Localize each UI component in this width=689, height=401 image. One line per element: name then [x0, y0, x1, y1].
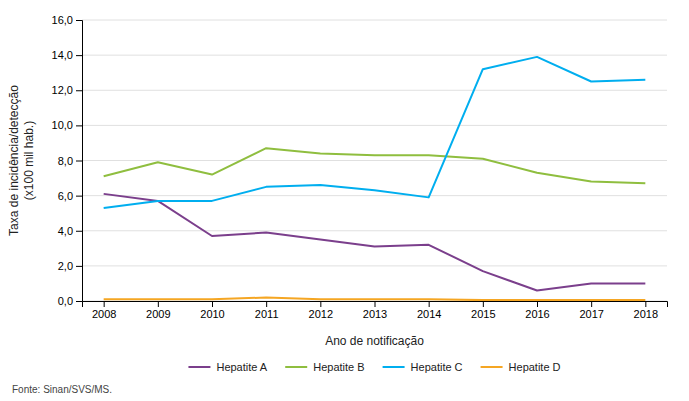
tick: 2016 — [525, 301, 549, 320]
series-lines — [104, 57, 646, 300]
tick: 16,0 — [52, 14, 82, 26]
tick-mark — [483, 301, 484, 307]
tick: 2010 — [200, 301, 224, 320]
legend-swatch — [285, 366, 307, 368]
tick-label: 2008 — [92, 308, 116, 320]
grid — [82, 20, 667, 301]
legend-label: Hepatite C — [411, 361, 463, 373]
tick-mark — [76, 196, 82, 197]
tick-label: 4,0 — [58, 225, 73, 237]
tick-mark — [591, 301, 592, 307]
tick-mark — [76, 266, 82, 267]
grid-line — [82, 20, 667, 21]
grid-line — [82, 55, 667, 56]
tick-mark — [76, 161, 82, 162]
tick-mark — [76, 125, 82, 126]
tick: 2009 — [146, 301, 170, 320]
tick: 6,0 — [58, 190, 82, 202]
tick: 2012 — [309, 301, 333, 320]
legend-entry: Hepatite D — [481, 361, 561, 373]
grid-line — [82, 90, 667, 91]
legend-swatch — [188, 366, 210, 368]
tick-label: 8,0 — [58, 155, 73, 167]
tick-mark — [429, 301, 430, 307]
chart: 2008 2009 2010 2011 2012 2013 2014 2015 2016 2017… — [0, 0, 689, 401]
series-line — [104, 194, 646, 291]
legend-entry: Hepatite B — [285, 361, 364, 373]
grid-line — [82, 195, 667, 196]
x-axis-title: Ano de notificação — [325, 334, 424, 348]
axis-line — [76, 21, 83, 302]
tick-mark — [104, 301, 105, 307]
tick-label: 6,0 — [58, 190, 73, 202]
legend-swatch — [481, 366, 503, 368]
tick-label: 16,0 — [52, 14, 73, 26]
tick-mark — [76, 90, 82, 91]
tick-mark — [375, 301, 376, 307]
tick-label: 2011 — [255, 308, 279, 320]
tick-mark — [76, 301, 82, 302]
tick: 12,0 — [52, 84, 82, 96]
tick: 2014 — [417, 301, 441, 320]
y-axis: 0,0 2,0 4,0 6,0 8,0 10,0 12,0 14,0 16,0 — [52, 14, 83, 307]
tick-label: 14,0 — [52, 49, 73, 61]
tick: 2018 — [634, 301, 658, 320]
tick: 2011 — [255, 301, 279, 320]
grid-line — [82, 160, 667, 161]
tick: 2013 — [363, 301, 387, 320]
legend: Hepatite A Hepatite B Hepatite C Hepatite D — [188, 361, 560, 373]
grid-line — [82, 230, 667, 231]
legend-label: Hepatite B — [313, 361, 364, 373]
tick-mark — [76, 55, 82, 56]
series-line — [104, 57, 646, 208]
tick-label: 2017 — [579, 308, 603, 320]
tick: 2008 — [92, 301, 116, 320]
tick-label: 2014 — [417, 308, 441, 320]
tick: 14,0 — [52, 49, 82, 61]
tick-mark — [320, 301, 321, 307]
tick: 8,0 — [58, 155, 82, 167]
tick: 2017 — [579, 301, 603, 320]
legend-entry: Hepatite A — [188, 361, 267, 373]
grid-line — [82, 265, 667, 266]
tick-mark — [76, 20, 82, 21]
tick-label: 2,0 — [58, 260, 73, 272]
tick-mark — [158, 301, 159, 307]
x-axis: 2008 2009 2010 2011 2012 2013 2014 2015 2016 2017… — [83, 301, 668, 320]
tick-mark — [645, 301, 646, 307]
tick: 0,0 — [58, 295, 82, 307]
tick-label: 2015 — [471, 308, 495, 320]
tick-label: 2010 — [200, 308, 224, 320]
grid-line — [82, 125, 667, 126]
tick-label: 2016 — [525, 308, 549, 320]
axis-line — [83, 302, 668, 308]
series-line — [104, 148, 646, 183]
tick-label: 2009 — [146, 308, 170, 320]
legend-label: Hepatite D — [509, 361, 561, 373]
footnote: Fonte: Sinan/SVS/MS. — [12, 384, 112, 395]
legend-label: Hepatite A — [216, 361, 267, 373]
tick-label: 12,0 — [52, 84, 73, 96]
tick-label: 2013 — [363, 308, 387, 320]
tick-mark — [537, 301, 538, 307]
legend-swatch — [383, 366, 405, 368]
y-axis-title: Taxa de incidência/detecção(x100 mil hab… — [7, 85, 36, 236]
tick-label: 10,0 — [52, 119, 73, 131]
tick-label: 0,0 — [58, 295, 73, 307]
tick: 2015 — [471, 301, 495, 320]
series-line — [104, 297, 646, 300]
tick-label: 2012 — [309, 308, 333, 320]
tick: 2,0 — [58, 260, 82, 272]
tick-label: 2018 — [634, 308, 658, 320]
tick-mark — [266, 301, 267, 307]
plot: 2008 2009 2010 2011 2012 2013 2014 2015 2016 2017… — [52, 14, 668, 320]
tick: 4,0 — [58, 225, 82, 237]
tick: 10,0 — [52, 119, 82, 131]
tick-mark — [212, 301, 213, 307]
legend-entry: Hepatite C — [383, 361, 463, 373]
tick-mark — [76, 231, 82, 232]
